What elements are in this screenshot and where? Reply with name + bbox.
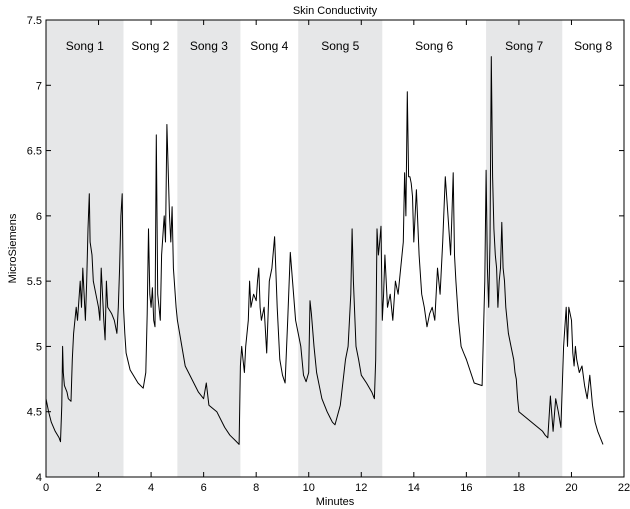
x-tick-label: 10 [303, 482, 315, 494]
x-tick-label: 22 [618, 482, 630, 494]
x-tick-label: 12 [355, 482, 367, 494]
y-tick-label: 4.5 [27, 407, 42, 419]
x-tick-label: 0 [43, 482, 49, 494]
song-band-5 [298, 20, 383, 477]
y-tick-label: 6.5 [27, 146, 42, 158]
song-label-3: Song 3 [190, 39, 228, 53]
series-line-1 [45, 56, 604, 445]
y-tick-label: 5.5 [27, 276, 42, 288]
y-tick-label: 5 [36, 341, 42, 353]
song-label-5: Song 5 [321, 39, 359, 53]
series-layer [45, 56, 604, 445]
song-label-6: Song 6 [415, 39, 453, 53]
y-axis-label: MicroSiemens [7, 213, 19, 283]
song-label-2: Song 2 [131, 39, 169, 53]
x-tick-label: 6 [201, 482, 207, 494]
x-tick-label: 4 [148, 482, 154, 494]
song-label-7: Song 7 [505, 39, 543, 53]
song-label-1: Song 1 [66, 39, 104, 53]
x-tick-label: 2 [95, 482, 101, 494]
y-tick-label: 7 [36, 80, 42, 92]
x-tick-label: 18 [513, 482, 525, 494]
chart-title: Skin Conductivity [293, 5, 378, 17]
y-tick-label: 6 [36, 211, 42, 223]
song-band-labels: Song 1 Song 2 Song 3 Song 4 Song 5 Song 6 Song… [66, 39, 613, 53]
song-band-7 [486, 20, 563, 477]
x-tick-label: 14 [408, 482, 420, 494]
y-tick-label: 4 [36, 472, 42, 484]
x-tick-label: 8 [253, 482, 259, 494]
y-axis-ticks: 4 4.5 5 5.5 6 6.5 7 7.5 [27, 15, 624, 484]
song-band-1 [46, 20, 124, 477]
plot-area-frame [45, 19, 625, 478]
x-axis-label: Minutes [316, 496, 355, 508]
song-label-4: Song 4 [250, 39, 288, 53]
y-tick-label: 7.5 [27, 15, 42, 27]
x-axis-ticks: 0 2 4 6 8 10 12 14 16 18 20 22 [43, 20, 630, 494]
x-tick-label: 20 [565, 482, 577, 494]
song-band-3 [177, 20, 241, 477]
x-tick-label: 16 [460, 482, 472, 494]
song-bands [46, 20, 563, 477]
song-label-8: Song 8 [574, 39, 612, 53]
